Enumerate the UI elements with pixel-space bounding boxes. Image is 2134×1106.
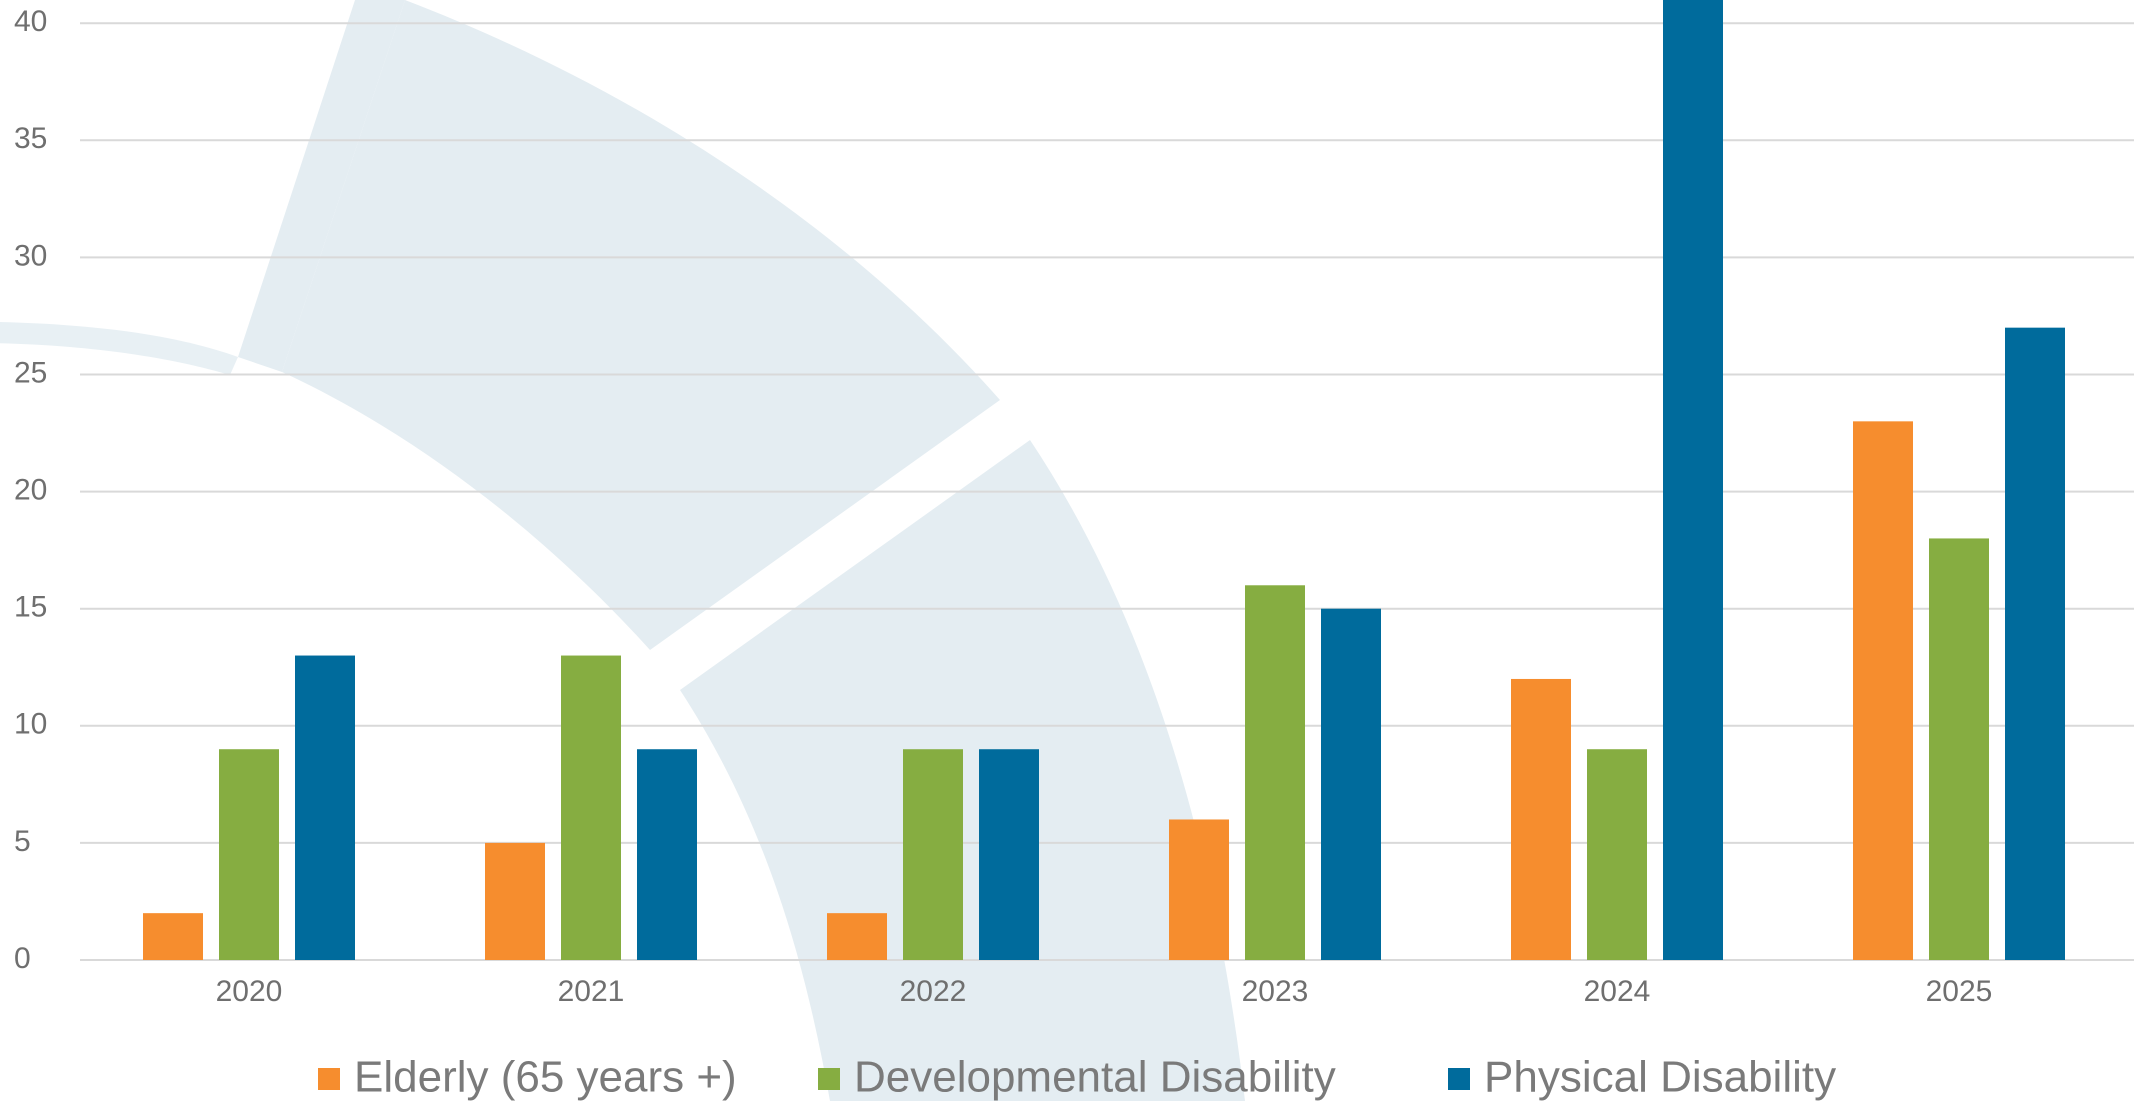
gridlines: [80, 22, 2134, 961]
y-tick-label: 20: [14, 474, 47, 507]
bar-2024-physical: [1663, 0, 1723, 960]
x-tick-label: 2020: [216, 975, 283, 1008]
bar-2024-developmental: [1587, 749, 1647, 960]
bar-2023-developmental: [1245, 585, 1305, 960]
bar-2021-elderly: [485, 842, 545, 960]
y-tick-label: 5: [14, 825, 31, 858]
bar-2025-developmental: [1929, 538, 1989, 960]
bar-2022-elderly: [827, 913, 887, 960]
legend-swatch: [818, 1068, 840, 1090]
bar-2022-physical: [979, 749, 1039, 960]
bar-2021-developmental: [561, 655, 621, 960]
y-axis: 0 5 10 15 20 25 30 35 40: [14, 5, 47, 975]
legend-swatch: [318, 1068, 340, 1090]
x-tick-label: 2024: [1584, 975, 1651, 1008]
x-tick-label: 2021: [558, 975, 625, 1008]
y-tick-label: 10: [14, 708, 47, 741]
y-tick-label: 25: [14, 356, 47, 389]
legend-label: Elderly (65 years +): [354, 1053, 737, 1101]
bar-2025-elderly: [1853, 421, 1913, 961]
y-tick-label: 30: [14, 239, 47, 272]
y-tick-label: 15: [14, 591, 47, 624]
bar-2021-physical: [637, 749, 697, 960]
legend-label: Physical Disability: [1484, 1053, 1836, 1101]
x-tick-label: 2025: [1926, 975, 1993, 1008]
x-tick-label: 2023: [1242, 975, 1309, 1008]
y-tick-label: 0: [14, 942, 31, 975]
y-tick-label: 40: [14, 5, 47, 38]
bar-2020-elderly: [143, 913, 203, 960]
bar-2022-developmental: [903, 749, 963, 960]
bar-2020-physical: [295, 655, 355, 960]
legend: Elderly (65 years +) Developmental Disabi…: [318, 1053, 1836, 1102]
legend-swatch: [1448, 1068, 1470, 1090]
y-tick-label: 35: [14, 122, 47, 155]
bar-2020-developmental: [219, 749, 279, 960]
bar-2023-physical: [1321, 608, 1381, 960]
legend-label: Developmental Disability: [854, 1053, 1336, 1101]
bar-2024-elderly: [1511, 678, 1571, 960]
bars: [143, 0, 2065, 961]
x-axis: 2020 2021 2022 2023 2024 2025: [216, 975, 1993, 1008]
bar-2025-physical: [2005, 327, 2065, 960]
x-tick-label: 2022: [900, 975, 967, 1008]
bar-2023-elderly: [1169, 819, 1229, 960]
